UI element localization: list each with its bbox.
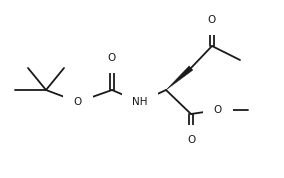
Polygon shape bbox=[166, 66, 193, 90]
Text: NH: NH bbox=[132, 97, 148, 107]
Text: O: O bbox=[208, 15, 216, 25]
Text: O: O bbox=[187, 135, 195, 145]
Text: O: O bbox=[214, 105, 222, 115]
Text: O: O bbox=[108, 53, 116, 63]
Text: O: O bbox=[74, 97, 82, 107]
